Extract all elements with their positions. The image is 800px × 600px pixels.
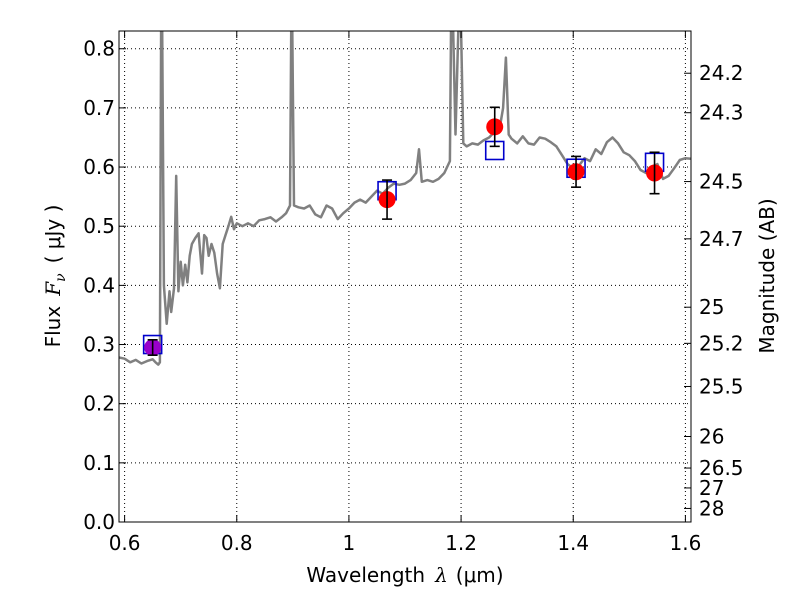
magnitude-tick-label: 24.7 xyxy=(699,227,744,251)
magnitude-tick-label: 26 xyxy=(699,424,724,448)
magnitude-tick-label: 24.5 xyxy=(699,170,744,194)
y-tick-label: 0.8 xyxy=(83,37,115,61)
y-axis-label: FluxFν( μJy ) xyxy=(41,205,69,348)
x-tick-label: 1.4 xyxy=(557,531,589,555)
x-tick-label: 1 xyxy=(343,531,356,555)
magnitude-tick-label: 24.2 xyxy=(699,61,744,85)
x-axis-label: Wavelength λ (μm) xyxy=(306,563,503,587)
y-tick-label: 0.0 xyxy=(83,510,115,534)
photometry-points-layer xyxy=(142,106,665,356)
y-tick-label: 0.6 xyxy=(83,155,115,179)
y-tick-label: 0.1 xyxy=(83,451,115,475)
y2-axis-label: Magnitude (AB) xyxy=(755,198,779,353)
magnitude-tick-label: 25 xyxy=(699,295,724,319)
magnitude-tick-label: 27 xyxy=(699,476,724,500)
magnitude-tick-label: 28 xyxy=(699,496,724,520)
ticks-layer: 0.6 0.8 1 1.2 1.4 1.6 0.0 0.1 0.2 0.3 0.4 0.5 0.6 0.7… xyxy=(83,31,744,555)
x-tick-label: 0.6 xyxy=(109,531,141,555)
y-tick-label: 0.3 xyxy=(83,333,115,357)
x-tick-label: 0.8 xyxy=(221,531,253,555)
template-spectrum-layer xyxy=(119,31,691,366)
grid-layer xyxy=(119,31,691,523)
magnitude-tick-label: 25.5 xyxy=(699,374,744,398)
plot-frame xyxy=(118,30,692,523)
template-spectrum-line xyxy=(119,31,691,366)
y-tick-label: 0.4 xyxy=(83,273,115,297)
y-tick-label: 0.7 xyxy=(83,96,115,120)
magnitude-tick-label: 26.5 xyxy=(699,456,744,480)
x-tick-label: 1.6 xyxy=(669,531,701,555)
magnitude-tick-label: 24.3 xyxy=(699,101,744,125)
y-tick-label: 0.5 xyxy=(83,214,115,238)
y-tick-label: 0.2 xyxy=(83,392,115,416)
magnitude-tick-label: 25.2 xyxy=(699,331,744,355)
x-tick-label: 1.2 xyxy=(445,531,477,555)
